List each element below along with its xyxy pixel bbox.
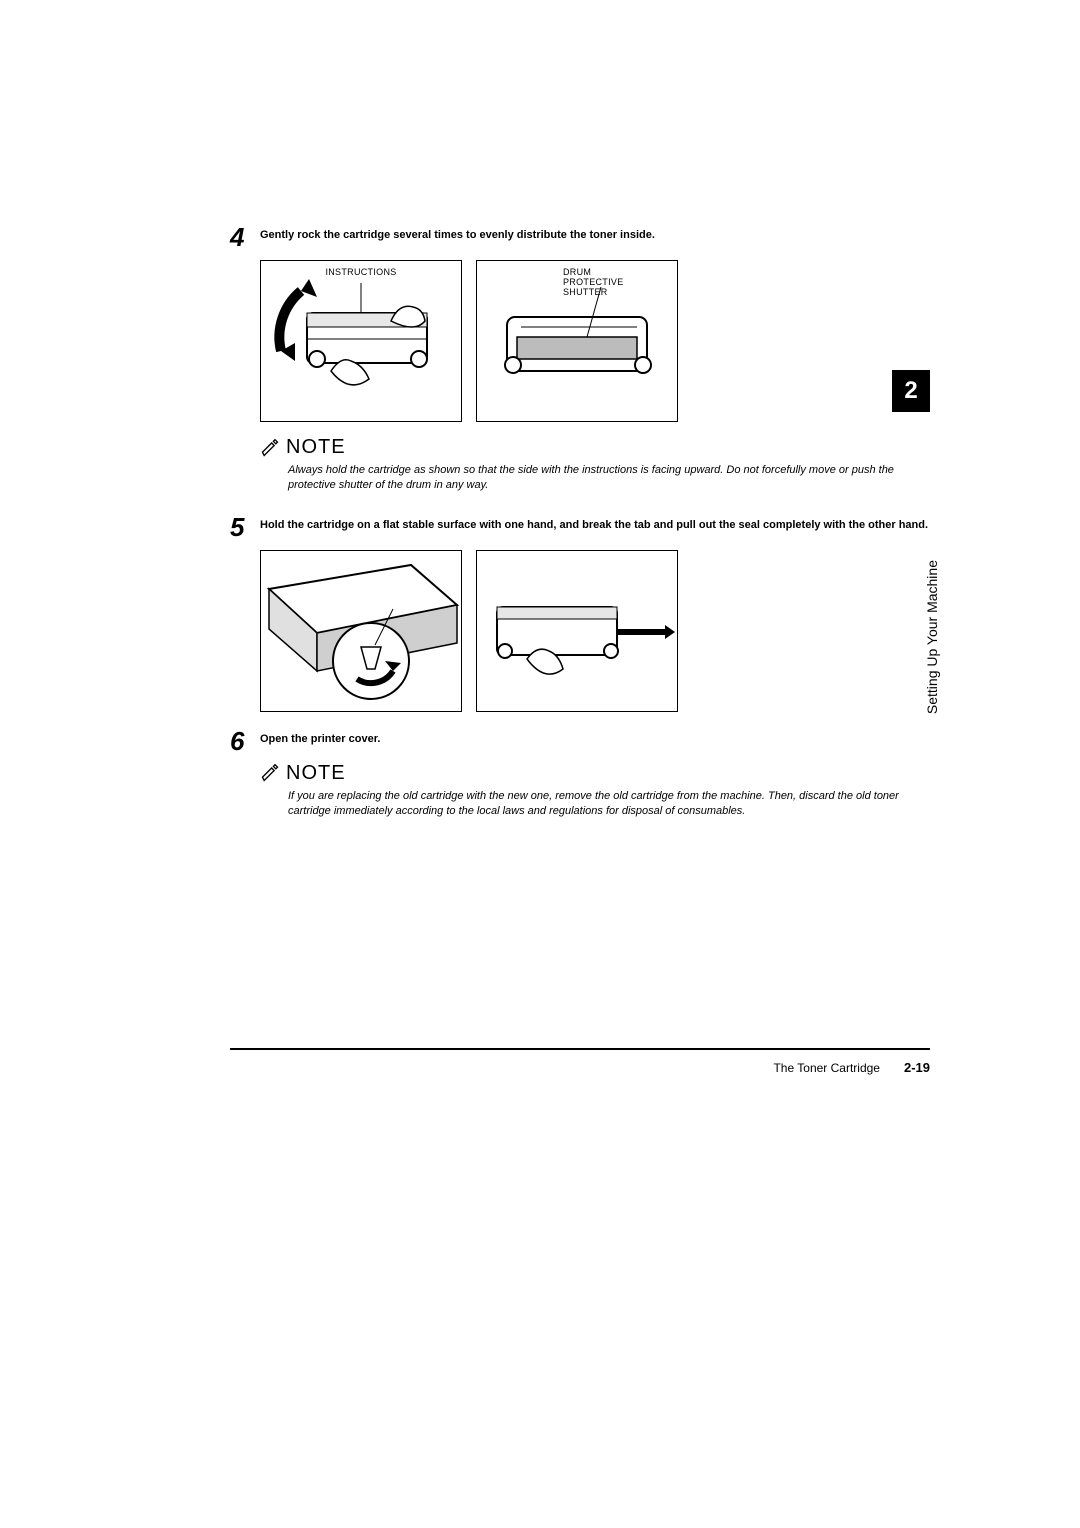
note-2: NOTE If you are replacing the old cartri… xyxy=(260,762,930,820)
footer-rule xyxy=(230,1048,930,1050)
footer-section: The Toner Cartridge xyxy=(773,1061,880,1075)
figure-pull-seal xyxy=(476,550,678,712)
step-6: 6 Open the printer cover. xyxy=(230,726,930,754)
note-1-title: NOTE xyxy=(286,436,346,459)
content-area: 4 Gently rock the cartridge several time… xyxy=(230,222,930,838)
step-4-figures: INSTRUCTIONS xyxy=(260,260,930,422)
step-4-text: Gently rock the cartridge several times … xyxy=(260,222,655,243)
step-5-number: 5 xyxy=(230,512,260,540)
page: 4 Gently rock the cartridge several time… xyxy=(0,0,1080,1528)
step-5: 5 Hold the cartridge on a flat stable su… xyxy=(230,512,930,540)
note-2-body: If you are replacing the old cartridge w… xyxy=(288,789,930,820)
pencil-icon xyxy=(260,763,280,783)
chapter-tab: 2 xyxy=(892,370,930,412)
figure-rock-cartridge: INSTRUCTIONS xyxy=(260,260,462,422)
cartridge-rock-illustration xyxy=(261,261,461,421)
note-1: NOTE Always hold the cartridge as shown … xyxy=(260,436,930,494)
figure-drum-shutter: DRUM PROTECTIVE SHUTTER xyxy=(476,260,678,422)
tab-closeup-illustration xyxy=(261,551,461,711)
footer-page-number: 2-19 xyxy=(904,1060,930,1075)
note-1-body: Always hold the cartridge as shown so th… xyxy=(288,463,930,494)
step-6-text: Open the printer cover. xyxy=(260,726,380,747)
pull-seal-illustration xyxy=(477,551,677,711)
step-4-number: 4 xyxy=(230,222,260,250)
footer: The Toner Cartridge 2-19 xyxy=(230,1060,930,1075)
note-2-title: NOTE xyxy=(286,762,346,785)
note-1-head: NOTE xyxy=(260,436,930,459)
figure-break-tab: TAB xyxy=(260,550,462,712)
cartridge-underside-illustration xyxy=(477,261,677,421)
step-5-text: Hold the cartridge on a flat stable surf… xyxy=(260,512,928,533)
chapter-number: 2 xyxy=(904,377,917,405)
note-2-head: NOTE xyxy=(260,762,930,785)
side-chapter-title: Setting Up Your Machine xyxy=(924,560,940,714)
step-4: 4 Gently rock the cartridge several time… xyxy=(230,222,930,250)
pencil-icon xyxy=(260,438,280,458)
step-5-figures: TAB xyxy=(260,550,930,712)
step-6-number: 6 xyxy=(230,726,260,754)
